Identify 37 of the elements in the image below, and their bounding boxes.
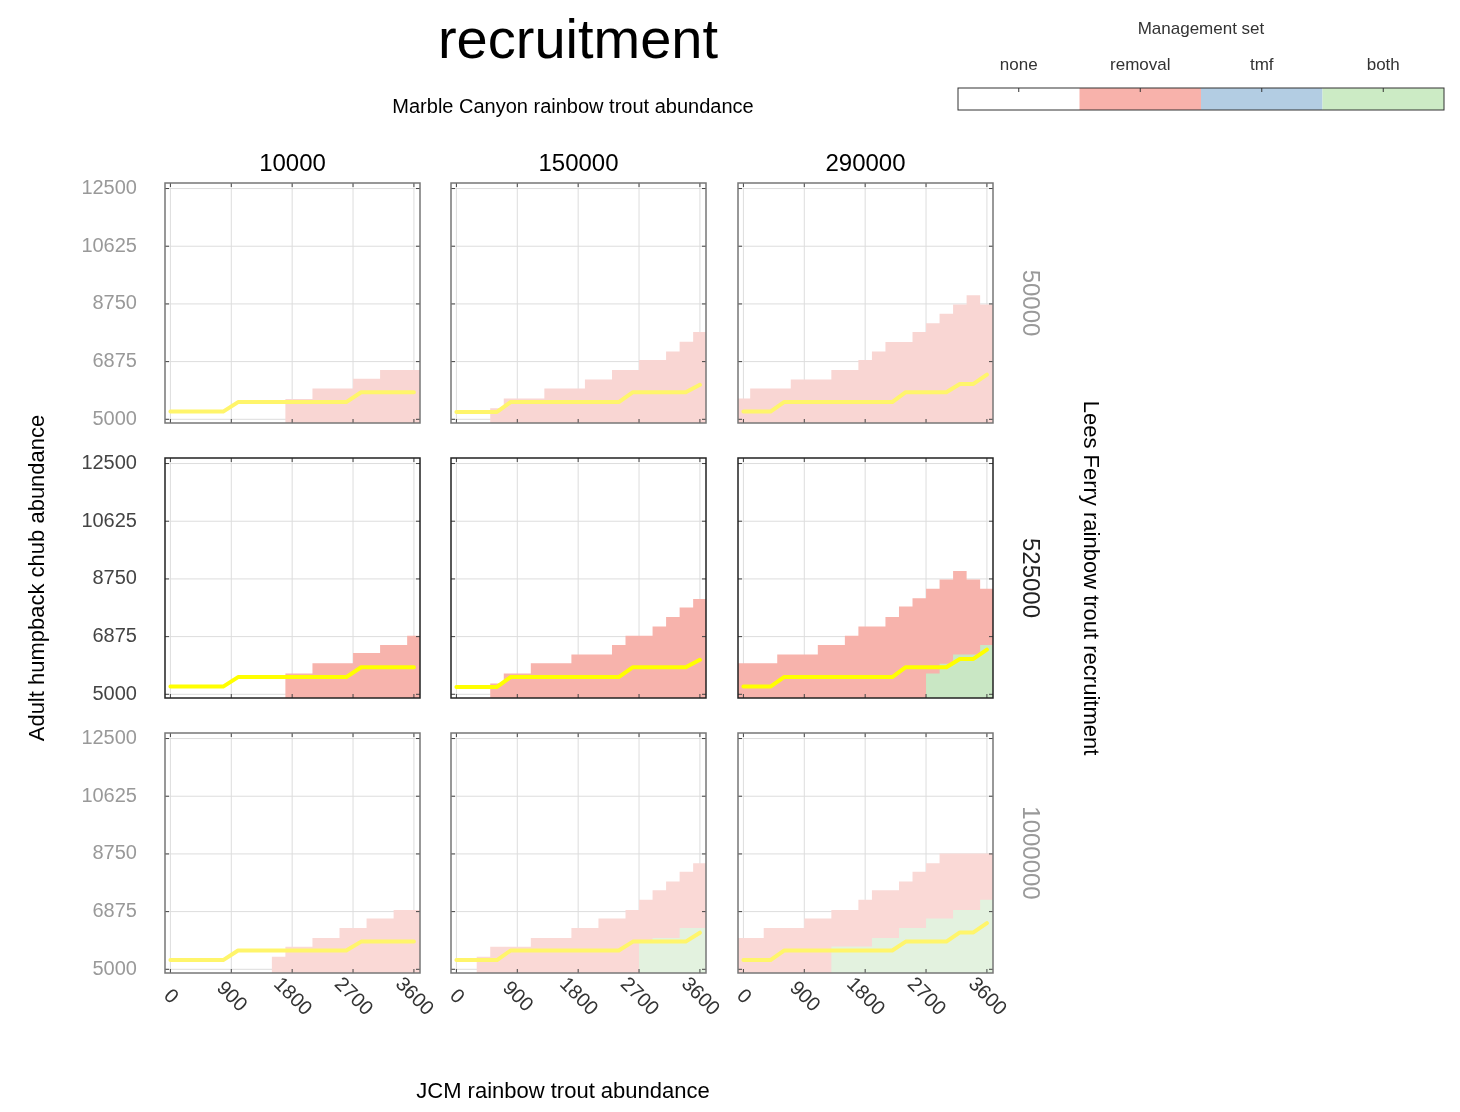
chart-title: 10000 (259, 149, 326, 176)
y-tick-label: 8750 (92, 841, 137, 864)
y-tick-label: 6875 (92, 623, 137, 646)
x-tick-label: 900 (498, 976, 539, 1016)
x-tick-label: 0 (732, 984, 757, 1008)
y-tick-label: 10625 (81, 233, 137, 256)
category-label: none (999, 55, 1038, 74)
y-tick-label: 6875 (92, 348, 137, 371)
category-label: removal (1110, 55, 1171, 74)
category-label: tmf (1249, 55, 1274, 74)
text: Adult humpback chub abundance (24, 414, 49, 742)
y-tick-label: 5000 (92, 956, 137, 979)
y2-axis-title: 1000000 (1018, 806, 1045, 900)
y-tick-label: 12500 (81, 175, 137, 198)
x-tick-label: 0 (159, 984, 184, 1008)
x-tick-label: 900 (785, 976, 826, 1016)
text: recruitment (437, 7, 719, 70)
x-tick-label: 900 (212, 976, 253, 1016)
text: Marble Canyon rainbow trout abundance (392, 95, 754, 117)
y-tick-label: 10625 (81, 508, 137, 531)
text: JCM rainbow trout abundance (416, 1078, 710, 1103)
x-tick-label: 0 (445, 984, 470, 1008)
y-tick-label: 5000 (92, 681, 137, 704)
y-tick-label: 8750 (92, 291, 137, 314)
chart-title: 150000 (538, 149, 619, 176)
chart-title: 290000 (825, 149, 906, 176)
y2-axis-title: 50000 (1018, 269, 1045, 337)
category-label: both (1366, 55, 1400, 74)
y-tick-label: 8750 (92, 566, 137, 589)
text: Lees Ferry rainbow trout recruitment (1079, 400, 1104, 756)
legend-title: Management set (1137, 19, 1265, 38)
y-tick-label: 6875 (92, 898, 137, 921)
y-tick-label: 12500 (81, 450, 137, 473)
y-tick-label: 5000 (92, 406, 137, 429)
y-tick-label: 10625 (81, 783, 137, 806)
y-tick-label: 12500 (81, 725, 137, 748)
y2-axis-title: 525000 (1018, 537, 1045, 619)
